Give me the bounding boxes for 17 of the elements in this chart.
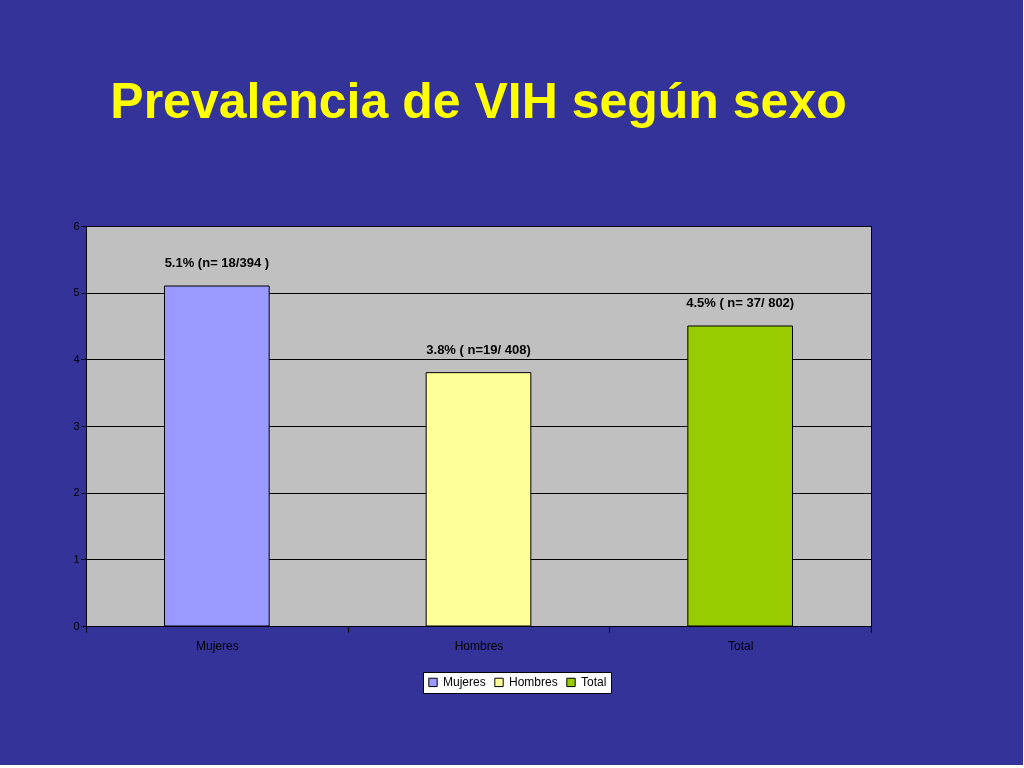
y-tick-label: 4 (73, 352, 80, 365)
y-tick-label: 1 (73, 552, 80, 565)
x-tick-label: Total (727, 638, 754, 653)
data-label: 4.5% ( n= 37/ 802) (686, 295, 795, 310)
legend-label: Mujeres (443, 675, 486, 690)
y-tick-label: 5 (73, 286, 80, 299)
x-tick-label: Mujeres (195, 638, 239, 653)
y-tick-label: 3 (73, 419, 80, 432)
data-label: 3.8% ( n=19/ 408) (426, 341, 531, 357)
y-tick-label: 6 (73, 219, 80, 232)
legend-label: Total (581, 675, 607, 690)
y-tick-label: 0 (73, 619, 80, 632)
data-label: 5.1% (n= 18/394 ) (164, 255, 270, 270)
x-tick-label: Hombres (454, 638, 504, 653)
chart-title: Prevalencia de VIH según sexo (110, 73, 847, 129)
y-tick-label: 2 (73, 486, 80, 499)
legend-label: Hombres (509, 675, 558, 690)
